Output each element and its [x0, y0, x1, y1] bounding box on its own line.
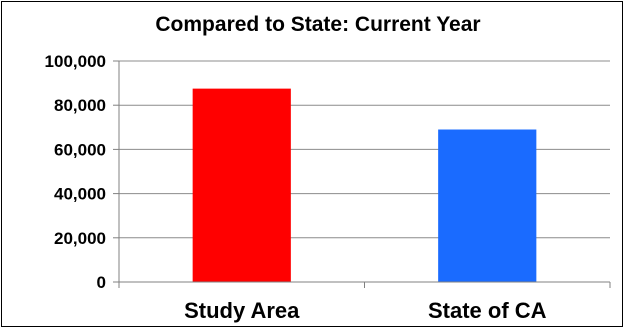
- y-tick-label: 100,000: [45, 52, 106, 71]
- x-tick-label: Study Area: [184, 298, 300, 323]
- bar-study-area: [192, 88, 291, 282]
- y-tick-label: 60,000: [54, 140, 106, 159]
- y-tick-label: 80,000: [54, 96, 106, 115]
- y-tick-label: 20,000: [54, 229, 106, 248]
- y-tick-label: 0: [97, 273, 106, 292]
- x-tick-label: State of CA: [428, 298, 547, 323]
- bar-state-of-ca: [438, 129, 537, 282]
- chart-title: Compared to State: Current Year: [155, 13, 480, 36]
- bars: [192, 88, 537, 282]
- axes: [113, 60, 611, 288]
- y-tick-label: 40,000: [54, 185, 106, 204]
- y-tick-labels: 0 20,000 40,000 60,000 80,000 100,000: [45, 52, 106, 292]
- x-tick-labels: Study Area State of CA: [184, 298, 547, 323]
